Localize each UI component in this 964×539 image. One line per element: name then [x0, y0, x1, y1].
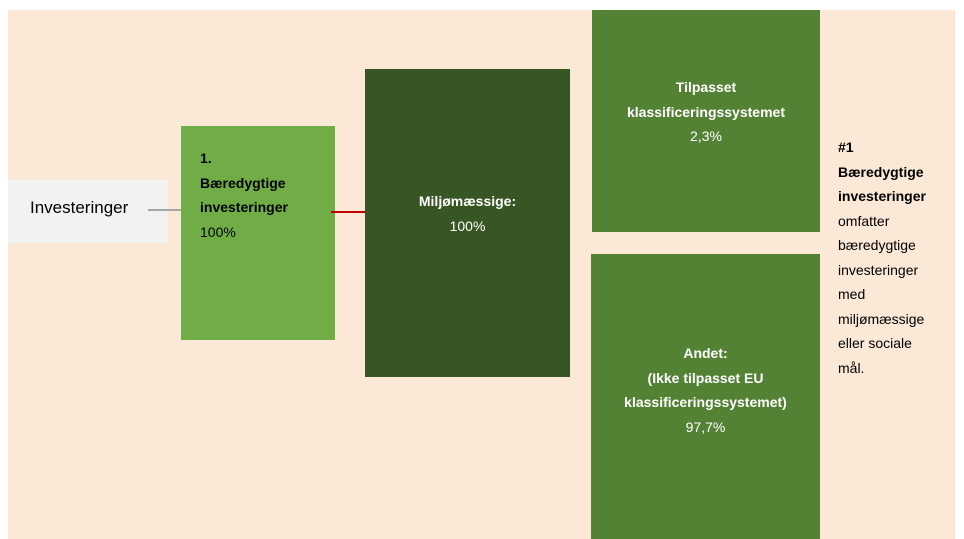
box-title: (Ikke tilpasset EU	[647, 369, 764, 386]
box-value: 97,7%	[685, 418, 726, 435]
note-bold: #1	[838, 139, 854, 155]
note-text: mål.	[838, 359, 865, 376]
box-title: Andet:	[683, 345, 728, 361]
box-value: 100%	[449, 217, 486, 234]
note-text: omfatter	[838, 212, 890, 229]
connector	[148, 209, 186, 211]
note-bold: Bæredygtige	[838, 163, 924, 180]
box-value: 100%	[200, 223, 236, 240]
aligned-box: Tilpasset klassificeringssystemet 2,3%	[592, 10, 820, 232]
note: #1 Bæredygtige investeringer omfatter bæredy…	[838, 135, 953, 380]
note-text: med	[838, 286, 866, 302]
environmental-box: Miljømæssige: 100%	[365, 69, 570, 377]
box-title: Bæredygtige	[200, 174, 286, 191]
note-bold: investeringer	[838, 188, 926, 204]
connector	[331, 211, 366, 213]
box-title: 1.	[200, 150, 212, 166]
box-title: Miljømæssige:	[418, 193, 517, 209]
note-text: bæredygtige	[838, 237, 916, 253]
note-text: investeringer	[838, 261, 919, 278]
investments-label: Investeringer	[30, 198, 129, 217]
other-box: Andet: (Ikke tilpasset EU klassificering…	[591, 254, 820, 539]
sustainable-box: 1. Bæredygtige investeringer 100%	[181, 126, 335, 340]
box-title: investeringer	[200, 199, 288, 215]
box-title: klassificeringssystemet)	[624, 394, 787, 410]
box-value: 2,3%	[690, 128, 722, 144]
box-title: Tilpasset	[675, 79, 737, 95]
box-title: klassificeringssystemet	[627, 103, 785, 120]
investments-box	[8, 180, 168, 243]
note-text: eller sociale	[838, 335, 912, 351]
note-text: miljømæssige	[838, 310, 925, 327]
